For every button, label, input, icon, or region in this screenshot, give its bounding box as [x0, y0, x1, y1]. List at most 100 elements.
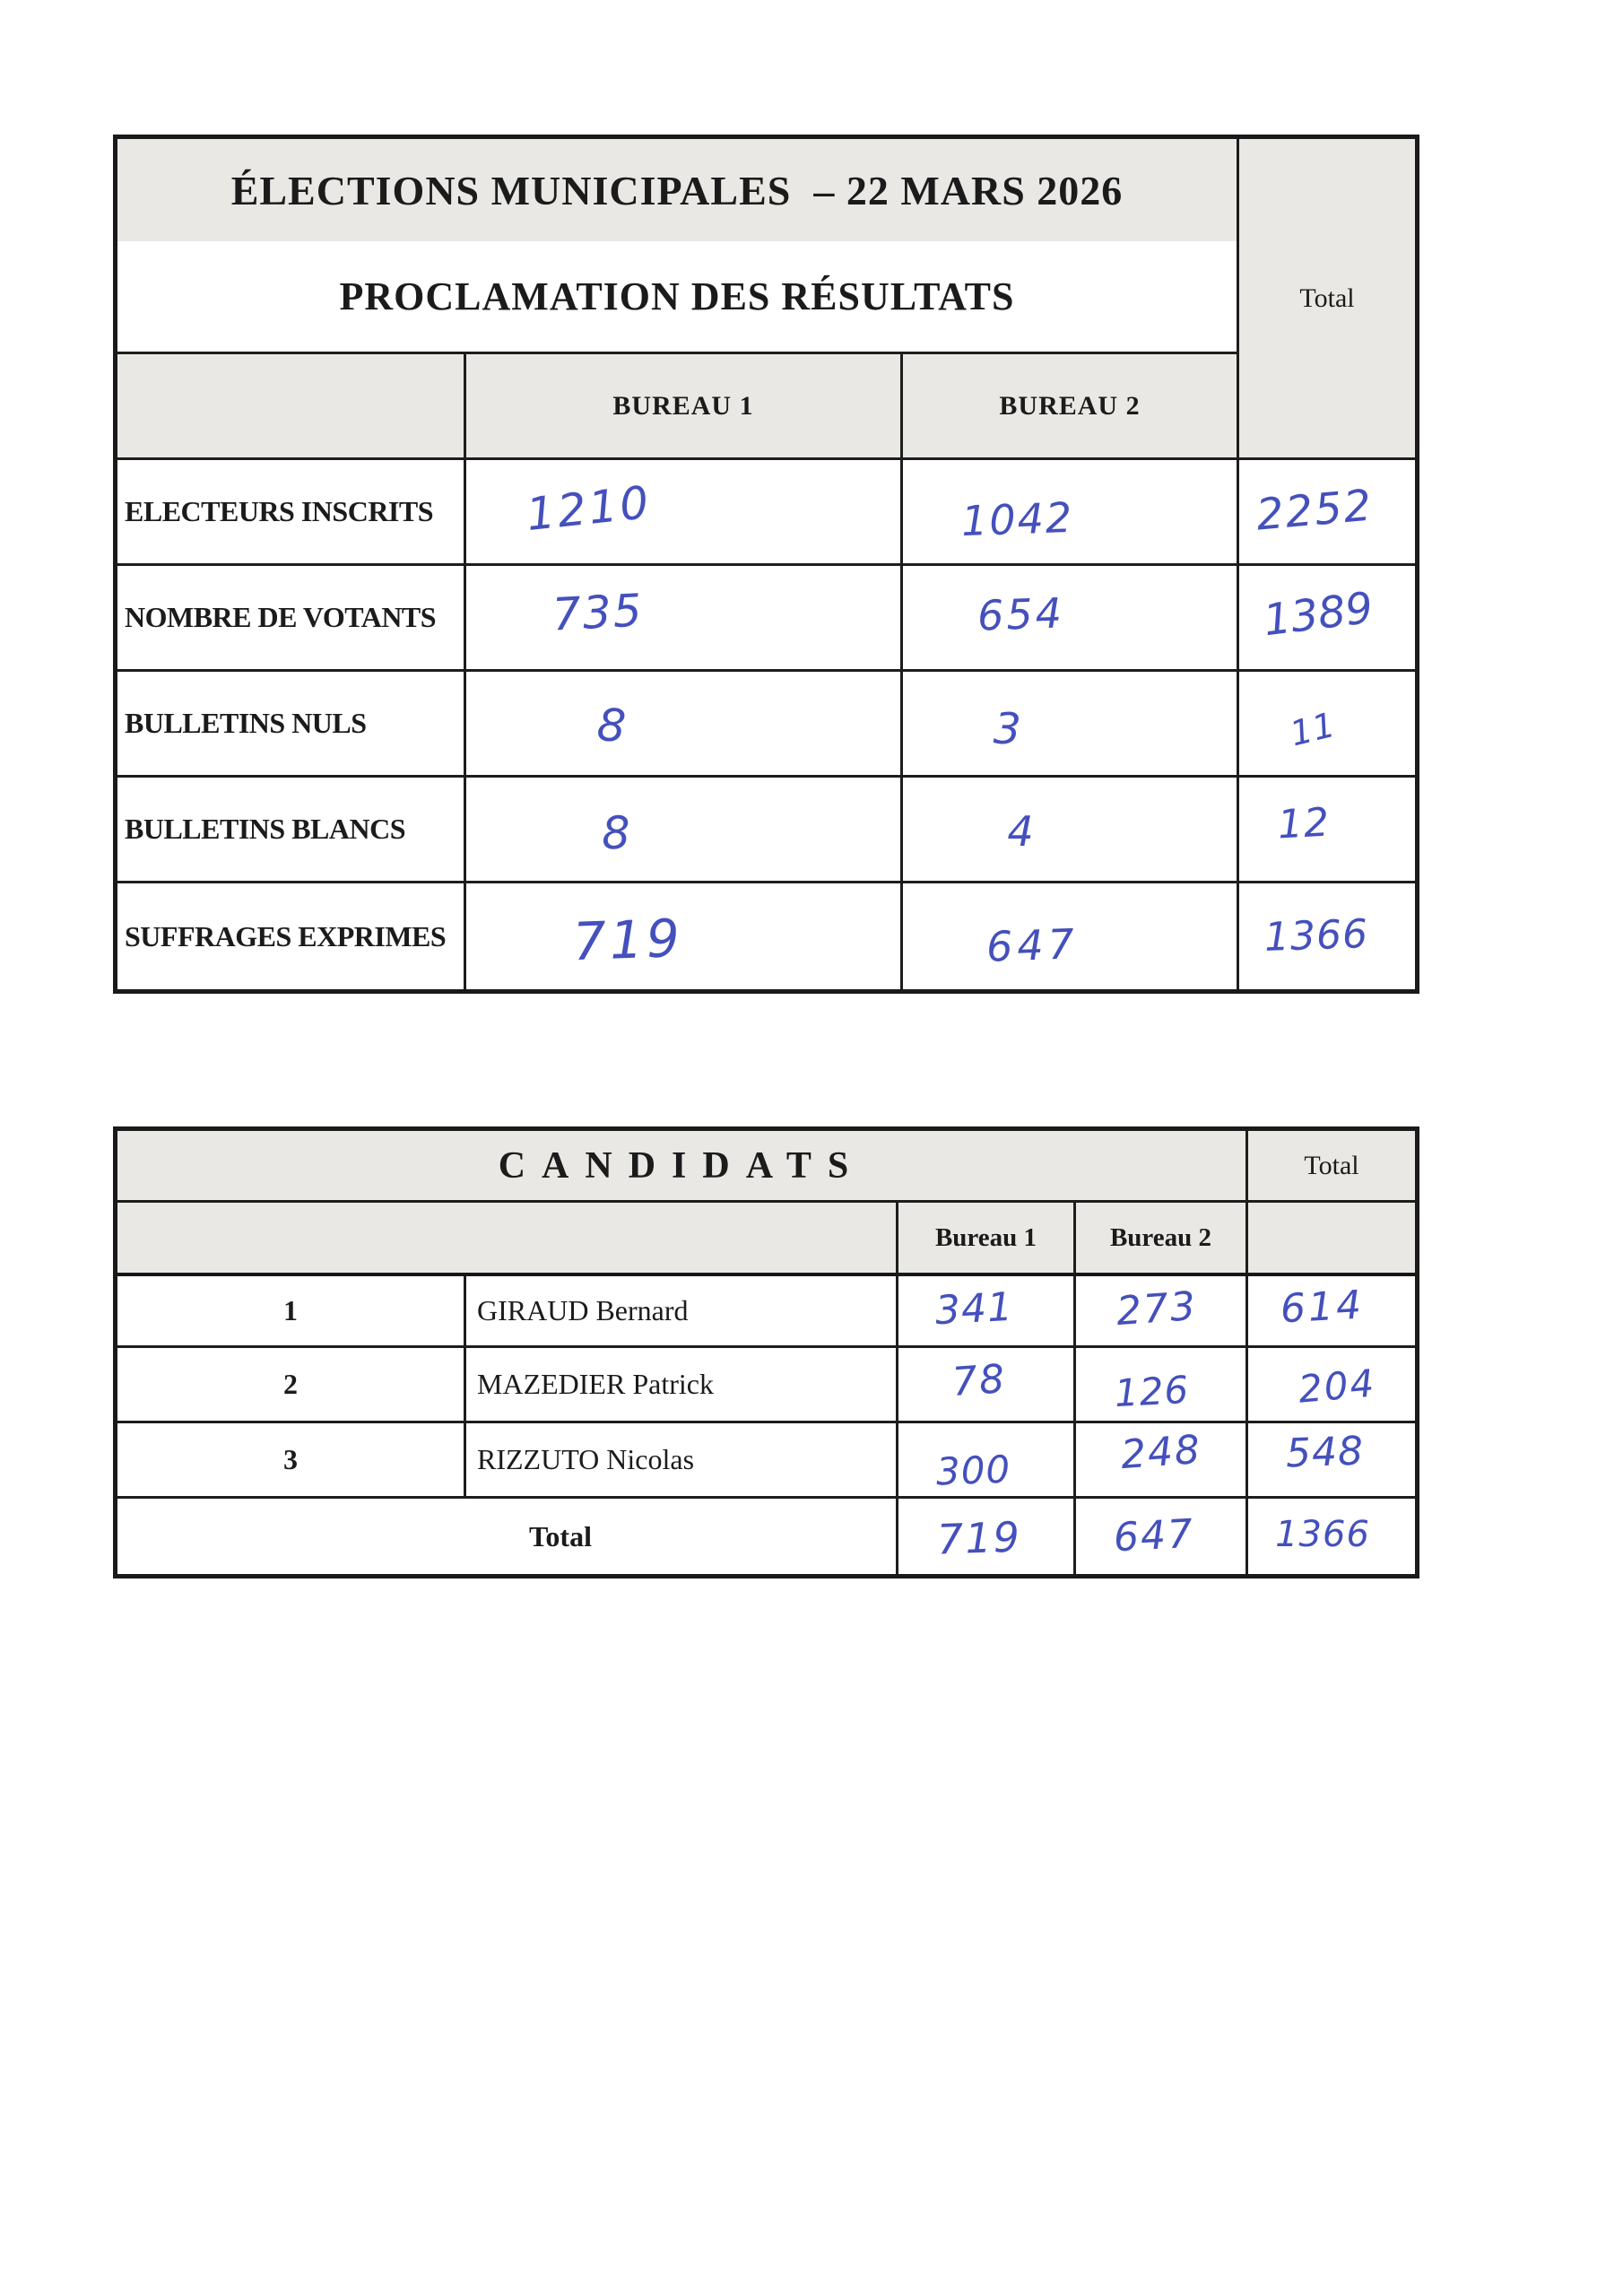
row-label-text: BULLETINS NULS — [125, 707, 367, 739]
bureau1-header-label: Bureau 1 — [934, 1222, 1037, 1252]
cell-suffrages-bureau1: 719 — [466, 883, 903, 989]
cell-candidate3-total: 548 — [1248, 1423, 1415, 1499]
cell-candidate2-bureau1: 78 — [898, 1348, 1076, 1423]
candidates-bureau2-header: Bureau 2 — [1076, 1203, 1248, 1276]
row-label-suffrages-exprimes: SUFFRAGES EXPRIMES — [117, 883, 466, 989]
cell-candidate1-bureau1: 341 — [898, 1276, 1076, 1348]
handwritten-value: 3 — [992, 702, 1022, 755]
bureau1-header-label: BUREAU 1 — [612, 390, 754, 421]
row-label-nombre-votants: NOMBRE DE VOTANTS — [117, 566, 466, 672]
candidates-bureau1-header: Bureau 1 — [898, 1203, 1076, 1276]
results-table-title: ÉLECTIONS MUNICIPALES – 22 MARS 2026 — [117, 139, 1239, 241]
title-line1: ÉLECTIONS MUNICIPALES – 22 MARS 2026 — [230, 167, 1124, 213]
candidate-name: MAZEDIER Patrick — [466, 1348, 898, 1423]
cell-nuls-bureau1: 8 — [466, 672, 903, 778]
handwritten-value: 719 — [571, 907, 684, 973]
handwritten-value: 273 — [1114, 1283, 1199, 1335]
candidates-total-column-header: Total — [1248, 1131, 1415, 1203]
cell-candidate3-bureau1: 300 — [898, 1423, 1076, 1499]
row-label-text: BULLETINS BLANCS — [125, 813, 406, 845]
handwritten-value: 78 — [950, 1355, 1008, 1405]
candidates-header-empty-total-cell — [1248, 1203, 1415, 1276]
handwritten-value: 12 — [1276, 799, 1332, 848]
cell-blancs-bureau2: 4 — [903, 778, 1239, 883]
candidates-title-text: CANDIDATS — [498, 1144, 865, 1187]
cell-inscrits-bureau2: 1042 — [903, 460, 1239, 566]
cell-inscrits-total: 2252 — [1239, 460, 1415, 566]
candidate-number: 3 — [117, 1423, 466, 1499]
handwritten-value: 204 — [1296, 1360, 1378, 1412]
row-label-text: NOMBRE DE VOTANTS — [125, 601, 437, 633]
candidates-header-empty-cell — [117, 1203, 898, 1276]
handwritten-value: 1389 — [1260, 582, 1376, 646]
candidate-number-text: 2 — [283, 1368, 298, 1400]
cell-total-bureau1: 719 — [898, 1499, 1076, 1574]
candidate-number: 1 — [117, 1276, 466, 1348]
cell-candidate3-bureau2: 248 — [1076, 1423, 1248, 1499]
total-row-label-text: Total — [529, 1519, 592, 1552]
cell-candidate1-total: 614 — [1248, 1276, 1415, 1348]
results-table: ÉLECTIONS MUNICIPALES – 22 MARS 2026 PRO… — [113, 135, 1419, 994]
handwritten-value: 1042 — [960, 492, 1075, 545]
cell-votants-bureau2: 654 — [903, 566, 1239, 672]
cell-total-total: 1366 — [1248, 1499, 1415, 1574]
total-header-label: Total — [1299, 283, 1355, 313]
total-column-header: Total — [1239, 139, 1415, 460]
handwritten-value: 1366 — [1263, 910, 1369, 961]
handwritten-value: 1366 — [1275, 1514, 1370, 1555]
handwritten-value: 654 — [976, 587, 1065, 640]
row-label-text: ELECTEURS INSCRITS — [125, 495, 434, 527]
bureau2-header-label: Bureau 2 — [1109, 1222, 1212, 1252]
handwritten-value: 719 — [935, 1512, 1022, 1564]
candidate-number-text: 1 — [283, 1294, 298, 1326]
candidate-name-text: GIRAUD Bernard — [477, 1294, 689, 1326]
candidate-number: 2 — [117, 1348, 466, 1423]
candidate-name: GIRAUD Bernard — [466, 1276, 898, 1348]
handwritten-value: 1210 — [524, 475, 655, 541]
handwritten-value: 647 — [985, 919, 1080, 971]
cell-blancs-total: 12 — [1239, 778, 1415, 883]
handwritten-value: 300 — [935, 1447, 1011, 1493]
handwritten-value: 4 — [1007, 806, 1034, 856]
cell-total-bureau2: 647 — [1076, 1499, 1248, 1574]
handwritten-value: 735 — [551, 583, 646, 641]
cell-inscrits-bureau1: 1210 — [466, 460, 903, 566]
cell-candidate2-total: 204 — [1248, 1348, 1415, 1423]
handwritten-value: 8 — [601, 805, 631, 860]
handwritten-value: 614 — [1279, 1282, 1365, 1332]
row-label-bulletins-nuls: BULLETINS NULS — [117, 672, 466, 778]
handwritten-value: 8 — [595, 698, 628, 752]
handwritten-value: 647 — [1112, 1510, 1195, 1561]
title-line2: PROCLAMATION DES RÉSULTATS — [339, 274, 1015, 318]
candidate-number-text: 3 — [283, 1443, 298, 1475]
handwritten-value: 11 — [1286, 704, 1340, 753]
cell-votants-total: 1389 — [1239, 566, 1415, 672]
bureau1-column-header: BUREAU 1 — [466, 354, 903, 460]
candidate-name-text: RIZZUTO Nicolas — [477, 1443, 695, 1475]
handwritten-value: 248 — [1118, 1426, 1203, 1478]
handwritten-value: 341 — [933, 1283, 1015, 1334]
results-table-subtitle: PROCLAMATION DES RÉSULTATS — [117, 241, 1239, 354]
bureau2-column-header: BUREAU 2 — [903, 354, 1239, 460]
row-label-bulletins-blancs: BULLETINS BLANCS — [117, 778, 466, 883]
candidates-total-row-label: Total — [117, 1499, 898, 1574]
handwritten-value: 548 — [1284, 1427, 1365, 1477]
bureau2-header-label: BUREAU 2 — [999, 390, 1141, 421]
handwritten-value: 2252 — [1254, 479, 1376, 541]
total-header-label: Total — [1304, 1150, 1359, 1180]
header-empty-cell — [117, 354, 466, 460]
candidates-table-title: CANDIDATS — [117, 1131, 1248, 1203]
cell-suffrages-bureau2: 647 — [903, 883, 1239, 989]
candidate-name: RIZZUTO Nicolas — [466, 1423, 898, 1499]
cell-votants-bureau1: 735 — [466, 566, 903, 672]
row-label-text: SUFFRAGES EXPRIMES — [125, 919, 447, 952]
candidates-table: CANDIDATS Total Bureau 1 Bureau 2 1 GIRA… — [113, 1126, 1419, 1578]
cell-candidate2-bureau2: 126 — [1076, 1348, 1248, 1423]
cell-nuls-total: 11 — [1239, 672, 1415, 778]
cell-suffrages-total: 1366 — [1239, 883, 1415, 989]
cell-candidate1-bureau2: 273 — [1076, 1276, 1248, 1348]
cell-blancs-bureau1: 8 — [466, 778, 903, 883]
row-label-electeurs-inscrits: ELECTEURS INSCRITS — [117, 460, 466, 566]
handwritten-value: 126 — [1113, 1367, 1191, 1415]
